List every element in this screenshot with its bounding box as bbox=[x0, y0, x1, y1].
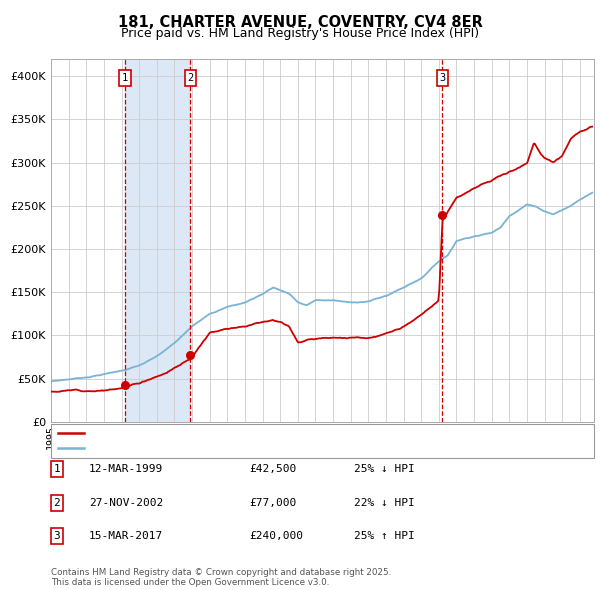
Text: 12-MAR-1999: 12-MAR-1999 bbox=[89, 464, 163, 474]
Text: Contains HM Land Registry data © Crown copyright and database right 2025.
This d: Contains HM Land Registry data © Crown c… bbox=[51, 568, 391, 587]
Text: 1: 1 bbox=[53, 464, 61, 474]
Bar bbox=[125, 59, 190, 422]
Text: 2: 2 bbox=[187, 73, 193, 83]
Text: 25% ↑ HPI: 25% ↑ HPI bbox=[354, 532, 415, 541]
Text: 2: 2 bbox=[53, 498, 61, 507]
Text: 27-NOV-2002: 27-NOV-2002 bbox=[89, 498, 163, 507]
Text: £240,000: £240,000 bbox=[249, 532, 303, 541]
Text: 22% ↓ HPI: 22% ↓ HPI bbox=[354, 498, 415, 507]
Text: 1: 1 bbox=[122, 73, 128, 83]
Text: £77,000: £77,000 bbox=[249, 498, 296, 507]
Text: 181, CHARTER AVENUE, COVENTRY, CV4 8ER: 181, CHARTER AVENUE, COVENTRY, CV4 8ER bbox=[118, 15, 482, 30]
Text: Price paid vs. HM Land Registry's House Price Index (HPI): Price paid vs. HM Land Registry's House … bbox=[121, 27, 479, 40]
Text: HPI: Average price, semi-detached house, Coventry: HPI: Average price, semi-detached house,… bbox=[91, 443, 373, 453]
Text: 3: 3 bbox=[53, 532, 61, 541]
Text: 15-MAR-2017: 15-MAR-2017 bbox=[89, 532, 163, 541]
Text: 3: 3 bbox=[439, 73, 446, 83]
Text: £42,500: £42,500 bbox=[249, 464, 296, 474]
Text: 25% ↓ HPI: 25% ↓ HPI bbox=[354, 464, 415, 474]
Text: 181, CHARTER AVENUE, COVENTRY, CV4 8ER (semi-detached house): 181, CHARTER AVENUE, COVENTRY, CV4 8ER (… bbox=[91, 428, 467, 438]
